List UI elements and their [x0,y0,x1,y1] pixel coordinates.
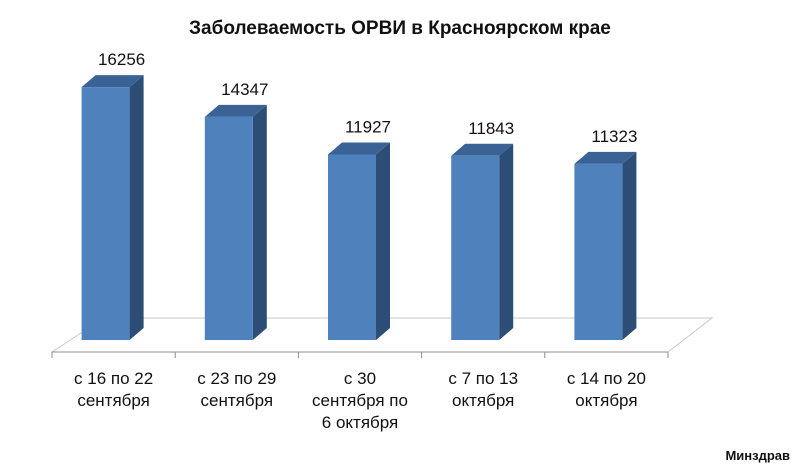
data-label: 11927 [345,117,391,136]
bar-side [376,142,390,340]
bar [204,104,267,340]
bar-top [451,143,514,156]
bar [328,142,390,340]
bar [451,143,514,340]
bar-top [574,151,637,164]
bar-side [499,143,514,340]
bar-top [204,104,267,117]
bar [574,151,637,340]
x-axis [51,351,669,358]
category-label: с 14 по 20 октября [567,369,646,410]
bar-side [622,151,637,340]
data-label: 14347 [221,80,268,99]
source-label: Минздрав [725,448,790,463]
bar-front [328,154,376,340]
bar-top [328,142,390,155]
category-label: с 30 сентября по 6 октября [312,369,408,432]
bars [81,75,637,340]
bar-front [204,116,253,340]
bar-front [81,87,130,340]
value-labels: 16256 14347 11927 11843 11323 [98,50,637,146]
bar-top [81,75,144,88]
bar-front [574,163,623,340]
category-labels: с 16 по 22 сентября с 23 по 29 сентября с 30… [74,369,646,432]
bar-side [129,75,144,340]
data-label: 11323 [591,127,637,146]
data-label: 11843 [468,119,514,138]
bar-side [252,104,267,340]
chart-title: Заболеваемость ОРВИ в Красноярском крае [189,18,611,39]
category-label: с 16 по 22 сентября [74,369,153,410]
bar-front [451,155,500,340]
bar [81,75,144,340]
category-label: с 23 по 29 сентября [197,369,276,410]
category-label: с 7 по 13 октября [448,369,518,410]
data-label: 16256 [98,50,145,69]
